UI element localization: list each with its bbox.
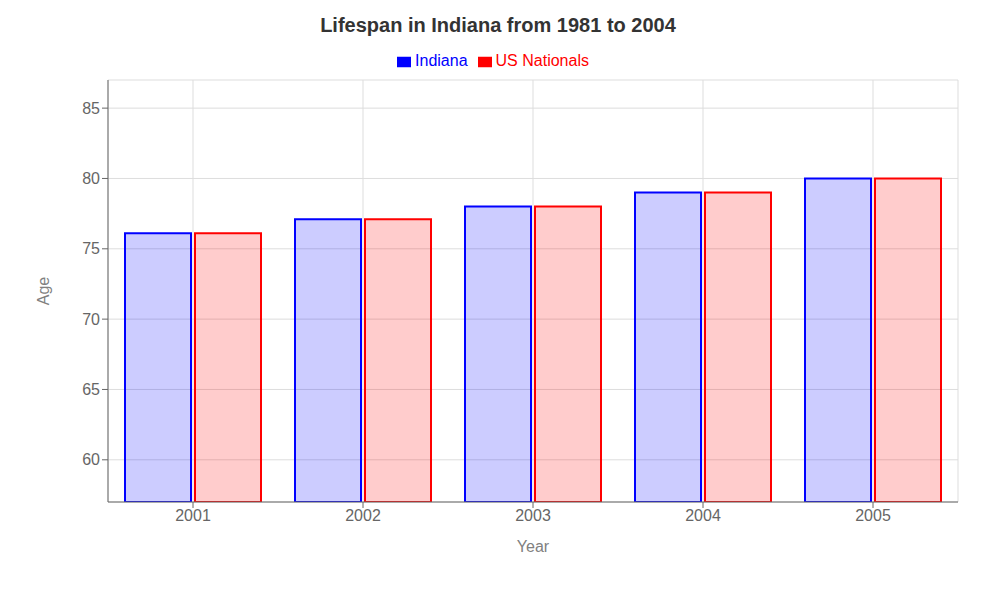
svg-text:2002: 2002 <box>345 507 381 524</box>
svg-text:65: 65 <box>82 381 100 398</box>
svg-text:Age: Age <box>35 277 52 306</box>
svg-text:85: 85 <box>82 100 100 117</box>
html-text:US Nationals: US Nationals <box>495 52 589 69</box>
svg-text:Year: Year <box>517 538 550 555</box>
svg-text:70: 70 <box>82 311 100 328</box>
svg-text:2005: 2005 <box>855 507 891 524</box>
svg-text:2004: 2004 <box>685 507 721 524</box>
svg-text:75: 75 <box>82 240 100 257</box>
svg-text:2003: 2003 <box>515 507 551 524</box>
html-text:Indiana: Indiana <box>415 52 468 69</box>
svg-text:60: 60 <box>82 451 100 468</box>
svg-text:2001: 2001 <box>175 507 211 524</box>
svg-text:80: 80 <box>82 170 100 187</box>
html-text:Lifespan in Indiana from 1981: Lifespan in Indiana from 1981 to 2004 <box>320 14 676 36</box>
